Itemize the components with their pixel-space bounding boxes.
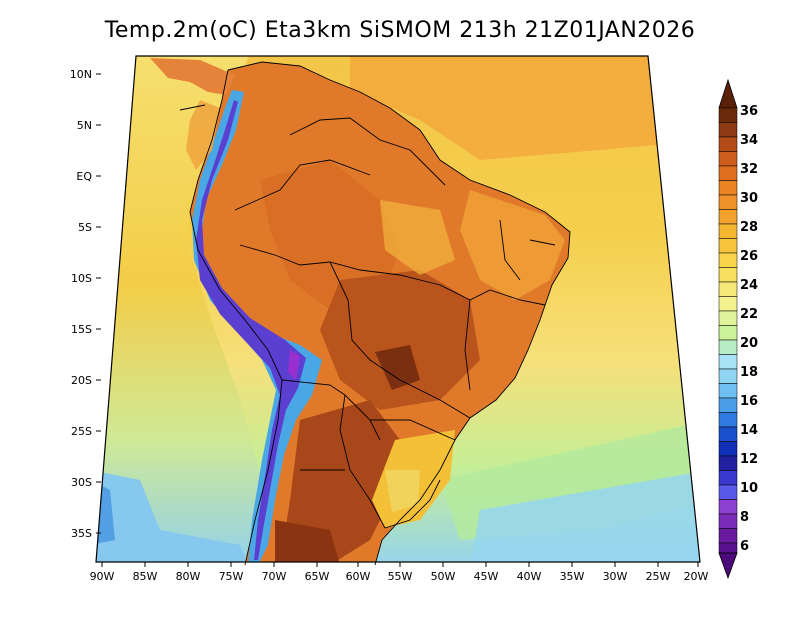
colorbar-segment: [718, 209, 738, 225]
colorbar-segment: [718, 528, 738, 544]
colorbar-segment: [718, 238, 738, 254]
colorbar-label: 10: [740, 481, 758, 496]
colorbar-label: 30: [740, 191, 758, 206]
northeast-brazil: [460, 190, 565, 300]
map-title: Temp.2m(oC) Eta3km SiSMOM 213h 21Z01JAN2…: [104, 18, 696, 43]
central-brazil-hot: [320, 270, 480, 410]
colorbar-segment: [718, 368, 738, 384]
lon-label: 65W: [305, 570, 330, 583]
colorbar-segment: [718, 484, 738, 500]
chaco-hot: [280, 400, 400, 562]
lat-label: 25S: [71, 425, 92, 438]
pacific-south-cold: [96, 470, 250, 562]
colorbar-label: 36: [740, 104, 758, 119]
lon-label: 45W: [474, 570, 499, 583]
colorbar-segment: [718, 122, 738, 138]
colorbar-segment: [718, 267, 738, 283]
colorbar-top-arrow: [718, 78, 738, 109]
south-atlantic-cold: [470, 470, 700, 562]
lon-label: 50W: [431, 570, 456, 583]
colorbar-segment: [718, 513, 738, 529]
lon-label: 60W: [346, 570, 371, 583]
lon-label: 75W: [219, 570, 244, 583]
colorbar-segment: [718, 151, 738, 167]
longitude-axis: 90W 85W 80W 75W 70W 65W 60W 55W 50W 45W …: [90, 562, 709, 583]
colorbar-segment: [718, 383, 738, 399]
lat-label: 20S: [71, 374, 92, 387]
colorbar-label: 28: [740, 220, 758, 235]
colorbar-segment: [718, 223, 738, 239]
colorbar-segment: [718, 180, 738, 196]
north-atlantic-warm: [350, 56, 700, 160]
lat-label: EQ: [76, 170, 92, 183]
lon-label: 80W: [176, 570, 201, 583]
colorbar-segment: [718, 426, 738, 442]
colorbar-segment: [718, 194, 738, 210]
lat-label: 5S: [78, 221, 92, 234]
lat-label: 30S: [71, 476, 92, 489]
colorbar-label: 16: [740, 394, 758, 409]
andes-cold: [196, 100, 306, 560]
lon-label: 35W: [560, 570, 585, 583]
colorbar: 36 34 32 30 28 26 24 22 20 18 16 14 12 1…: [718, 78, 758, 580]
colorbar-segment: [718, 165, 738, 181]
colorbar-label: 12: [740, 452, 758, 467]
colorbar-segment: [718, 455, 738, 471]
colorbar-label: 22: [740, 307, 758, 322]
colorbar-segment: [718, 354, 738, 370]
lon-label: 25W: [646, 570, 671, 583]
map-body: [96, 56, 700, 562]
colorbar-label: 20: [740, 336, 758, 351]
para-patch: [380, 200, 455, 275]
colorbar-label: 14: [740, 423, 758, 438]
colorbar-label: 34: [740, 133, 758, 148]
colombia-west: [186, 100, 220, 170]
central-america: [150, 58, 235, 95]
patagonia-north-hot: [275, 520, 340, 562]
lon-label: 55W: [388, 570, 413, 583]
colorbar-segment: [718, 296, 738, 312]
colorbar-segment: [718, 441, 738, 457]
very-hot-spot: [375, 345, 420, 390]
uruguay: [385, 470, 420, 512]
colorbar-label: 26: [740, 249, 758, 264]
colorbar-label: 24: [740, 278, 758, 293]
colorbar-segment: [718, 499, 738, 515]
lon-label: 85W: [133, 570, 158, 583]
colorbar-segment: [718, 542, 738, 554]
lat-label: 10N: [70, 68, 92, 81]
colorbar-label: 18: [740, 365, 758, 380]
colorbar-segment: [718, 281, 738, 297]
colorbar-segment: [718, 397, 738, 413]
lon-label: 90W: [90, 570, 115, 583]
lon-label: 70W: [262, 570, 287, 583]
colorbar-label: 6: [740, 539, 749, 554]
latitude-axis: 10N 5N EQ 5S 10S 15S 20S 25S 30S 35S: [70, 68, 101, 540]
colorbar-segment: [718, 136, 738, 152]
colorbar-bottom-arrow: [718, 552, 738, 580]
map-frame: [95, 55, 701, 563]
amazon-interior: [260, 160, 400, 310]
colorbar-segment: [718, 470, 738, 486]
colorbar-segment: [718, 325, 738, 341]
altiplano-coldest: [288, 350, 300, 380]
lat-label: 15S: [71, 323, 92, 336]
lat-label: 35S: [71, 527, 92, 540]
lon-label: 40W: [517, 570, 542, 583]
colorbar-segment: [718, 107, 738, 123]
country-borders: [179, 61, 571, 566]
lon-label: 20W: [684, 570, 709, 583]
lon-label: 30W: [603, 570, 628, 583]
lat-label: 10S: [71, 272, 92, 285]
colorbar-segment: [718, 310, 738, 326]
colorbar-segment: [718, 339, 738, 355]
colorbar-label: 32: [740, 162, 758, 177]
lat-label: 5N: [77, 119, 92, 132]
colorbar-segment: [718, 252, 738, 268]
colorbar-label: 8: [740, 510, 749, 525]
pacific-ocean: [96, 56, 262, 562]
colorbar-segment: [718, 412, 738, 428]
